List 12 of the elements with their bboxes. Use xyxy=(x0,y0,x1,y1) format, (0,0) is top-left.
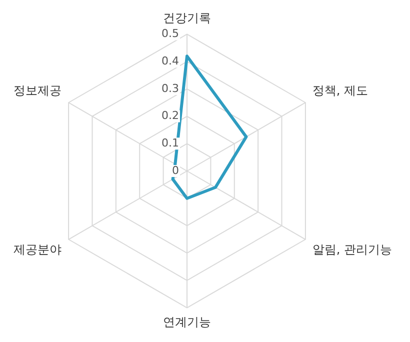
spoke-label: 연계기능 xyxy=(163,315,211,330)
spoke-label: 정보제공 xyxy=(14,84,62,98)
y-tick-label: 0 xyxy=(172,164,179,177)
y-tick-label: 0.5 xyxy=(162,27,179,40)
y-tick-label: 0.4 xyxy=(162,54,179,68)
y-tick-label: 0.2 xyxy=(162,109,179,122)
spoke-label: 알림, 관리기능 xyxy=(312,242,392,257)
spoke-label: 정책, 제도 xyxy=(312,84,368,98)
spoke-label: 제공분야 xyxy=(14,242,62,257)
spoke-label: 건강기록 xyxy=(163,11,211,26)
y-tick-label: 0.1 xyxy=(162,136,179,150)
y-tick-label: 0.3 xyxy=(162,82,179,95)
